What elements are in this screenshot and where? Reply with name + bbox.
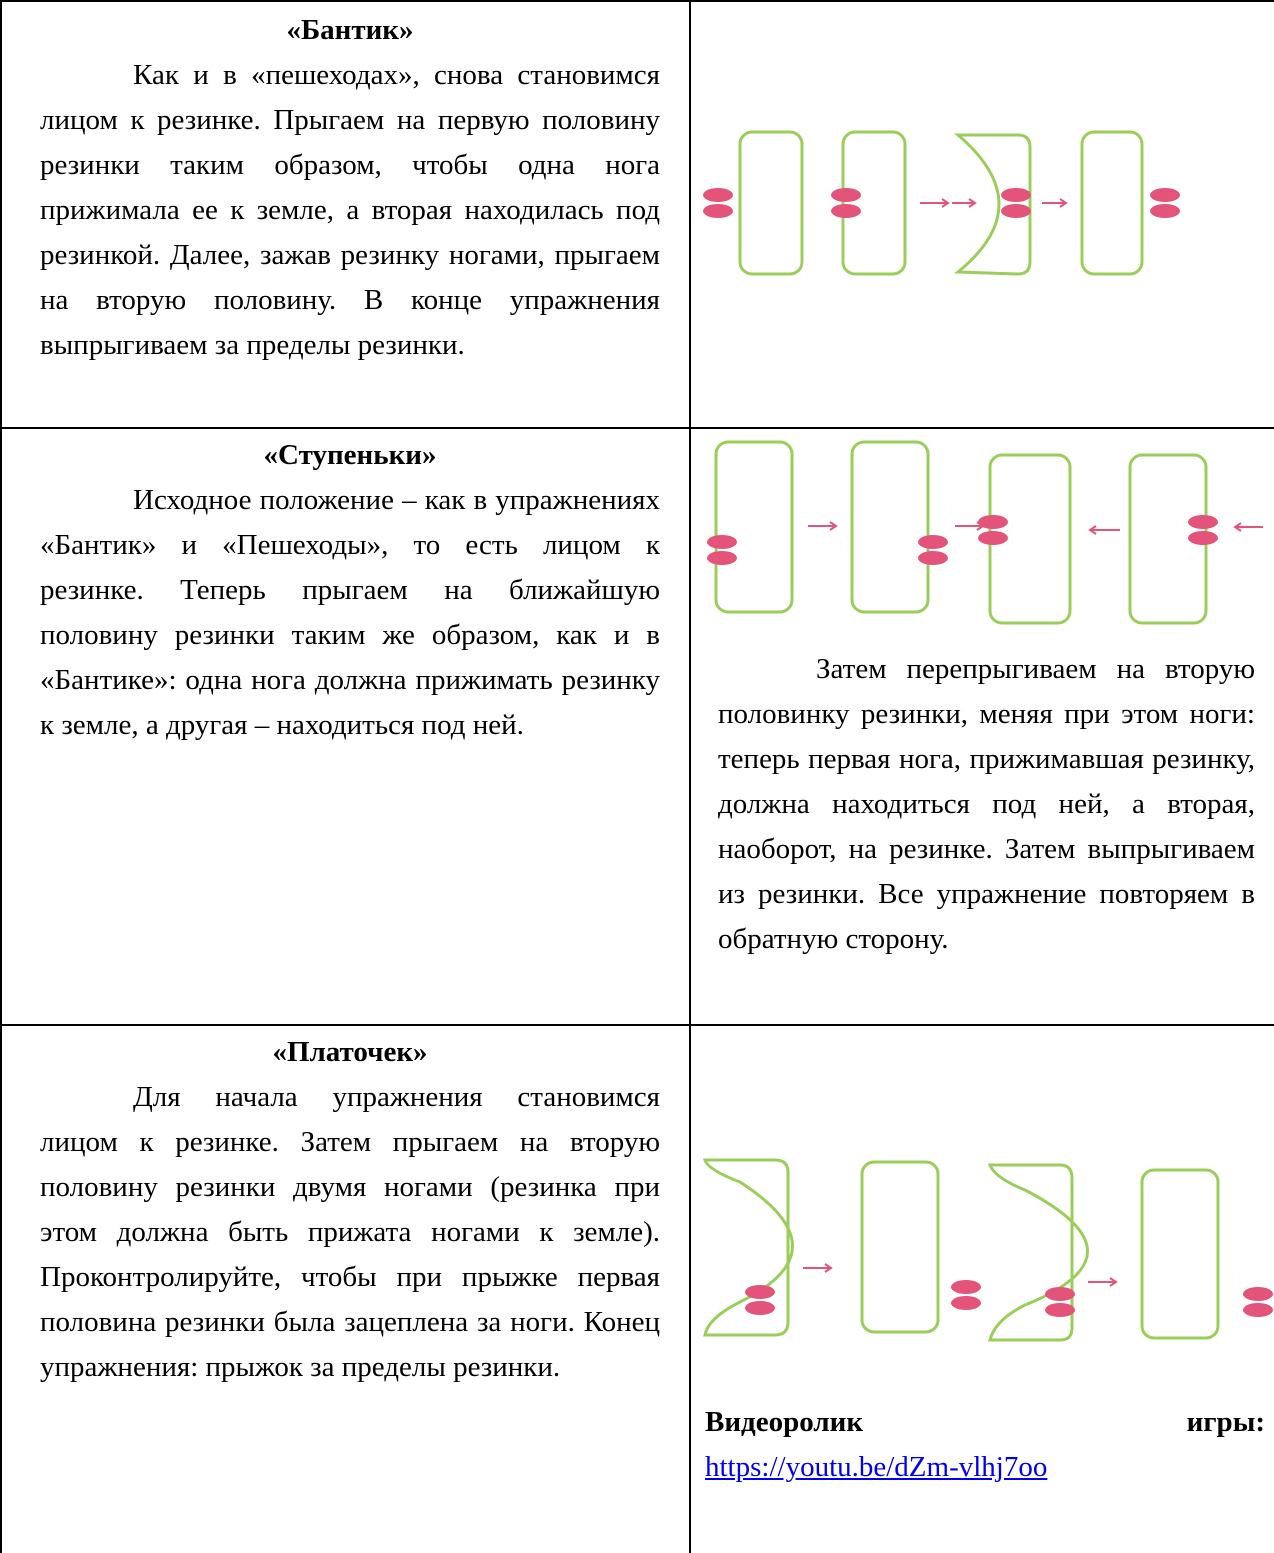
table-border <box>0 0 1274 2</box>
text-cell: «Ступеньки» Исходное положение – как в у… <box>40 433 660 748</box>
text-cell: «Платочек» Для начала упражнения станови… <box>40 1030 660 1390</box>
text-cell: Затем перепрыгиваем на вторую половинку … <box>718 647 1255 962</box>
video-cell: Видеоролик игры: https://youtu.be/dZm-vl… <box>705 1400 1265 1490</box>
table-border <box>0 1024 1274 1026</box>
exercise-title: «Платочек» <box>272 1036 428 1068</box>
video-label: Видеоролик игры: <box>705 1406 1265 1438</box>
exercise-title: «Ступеньки» <box>263 439 437 471</box>
exercise-note: Затем перепрыгиваем на вторую половинку … <box>718 653 1255 955</box>
diagram-platochek <box>702 1158 1273 1342</box>
video-link[interactable]: https://youtu.be/dZm-vlhj7oo <box>705 1451 1048 1483</box>
exercise-text: Для начала упражнения становимся лицом к… <box>40 1081 660 1383</box>
exercise-text: Исходное положение – как в упражнениях «… <box>40 484 660 741</box>
diagram-bantik <box>703 130 1180 276</box>
exercise-text: Как и в «пешеходах», снова становимся ли… <box>40 59 660 361</box>
table-border <box>689 0 691 1553</box>
exercise-title: «Бантик» <box>286 14 414 46</box>
table-border <box>0 0 2 1553</box>
text-cell: «Бантик» Как и в «пешеходах», снова стан… <box>40 8 660 368</box>
table-border <box>0 427 1274 429</box>
diagram-stupenki <box>707 440 1263 625</box>
